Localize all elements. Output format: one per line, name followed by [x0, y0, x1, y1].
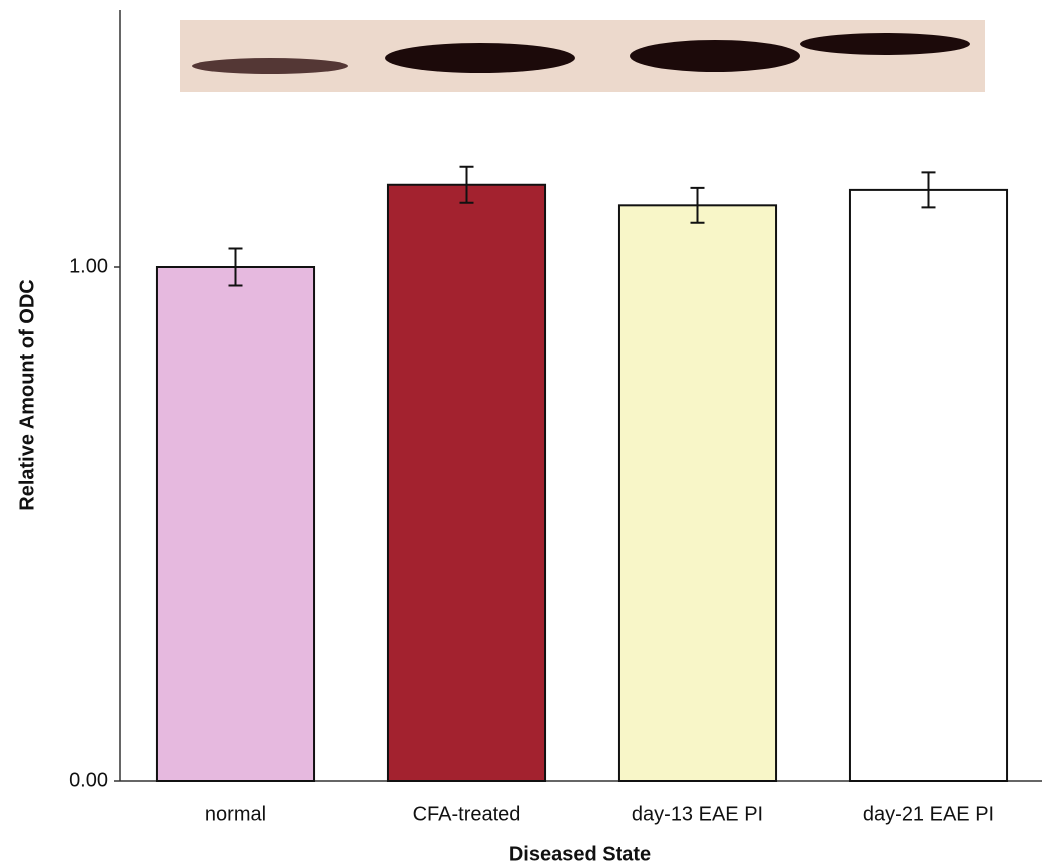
- x-axis-title: Diseased State: [509, 843, 651, 865]
- blot-band: [192, 58, 348, 74]
- blot-background: [180, 20, 985, 92]
- y-tick-label: 1.00: [69, 255, 108, 277]
- bar: [619, 205, 776, 781]
- bar: [850, 190, 1007, 781]
- bar: [157, 267, 314, 781]
- x-tick-label: CFA-treated: [413, 803, 521, 825]
- blot-band: [800, 33, 970, 55]
- x-tick-label: day-13 EAE PI: [632, 803, 763, 825]
- x-tick-label: normal: [205, 803, 266, 825]
- bar: [388, 185, 545, 781]
- blot-band: [385, 43, 575, 73]
- chart: Relative Amount of ODC Diseased State 0.…: [0, 0, 1042, 868]
- y-axis-title: Relative Amount of ODC: [16, 279, 38, 511]
- y-tick-label: 0.00: [69, 769, 108, 791]
- western-blot: [180, 20, 985, 92]
- x-tick-label: day-21 EAE PI: [863, 803, 994, 825]
- blot-band: [630, 40, 800, 72]
